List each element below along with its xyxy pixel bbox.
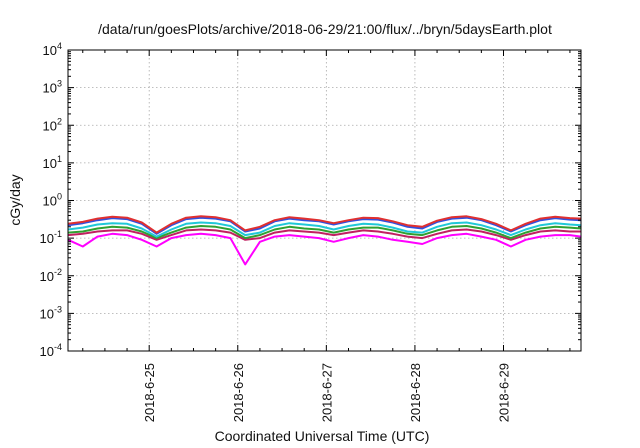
x-tick-label: 2018-6-28 xyxy=(408,363,423,422)
y-tick-base: 10 xyxy=(40,269,54,284)
y-tick-base: 10 xyxy=(40,306,54,321)
y-tick-base: 10 xyxy=(40,344,54,359)
x-axis: 2018-6-25 2018-6-26 2018-6-27 2018-6-28 2018… xyxy=(82,50,571,422)
y-tick-label: 102 xyxy=(43,116,62,133)
y-tick-base: 10 xyxy=(43,118,57,133)
series-line-1 xyxy=(67,215,582,234)
series-group xyxy=(67,215,582,266)
y-tick-exponent: -4 xyxy=(54,342,62,352)
y-tick-label: 10-4 xyxy=(40,342,62,359)
x-tick-label: 2018-6-29 xyxy=(496,363,511,422)
y-tick-exponent: -2 xyxy=(54,267,62,277)
y-tick-exponent: 2 xyxy=(57,116,62,126)
y-tick-label: 100 xyxy=(43,192,62,209)
chart-title: /data/run/goesPlots/archive/2018-06-29/2… xyxy=(98,21,552,37)
y-tick-exponent: 3 xyxy=(57,79,62,89)
y-tick-exponent: -1 xyxy=(54,229,62,239)
y-axis-label: cGy/day xyxy=(7,174,23,225)
y-tick-label: 10-3 xyxy=(40,304,62,321)
x-tick-label: 2018-6-25 xyxy=(142,363,157,422)
y-tick-base: 10 xyxy=(43,43,57,58)
y-tick-label: 101 xyxy=(43,154,62,171)
y-tick-label: 10-2 xyxy=(40,267,62,284)
y-tick-base: 10 xyxy=(40,231,54,246)
x-tick-label: 2018-6-26 xyxy=(231,363,246,422)
y-tick-label: 104 xyxy=(43,41,62,58)
y-tick-base: 10 xyxy=(43,156,57,171)
series-line-6 xyxy=(67,232,582,266)
y-tick-exponent: -3 xyxy=(54,304,62,314)
series-line-3 xyxy=(67,221,582,238)
series-line-5 xyxy=(67,228,581,241)
y-tick-label: 103 xyxy=(43,79,62,96)
y-tick-label: 10-1 xyxy=(40,229,62,246)
y-tick-base: 10 xyxy=(43,81,57,96)
series-line-4 xyxy=(67,225,582,240)
x-tick-label: 2018-6-27 xyxy=(319,363,334,422)
series-line-2 xyxy=(67,216,582,235)
y-tick-base: 10 xyxy=(43,194,57,209)
y-tick-exponent: 0 xyxy=(57,192,62,202)
y-tick-exponent: 4 xyxy=(57,41,62,51)
x-axis-label: Coordinated Universal Time (UTC) xyxy=(215,428,430,444)
y-tick-exponent: 1 xyxy=(57,154,62,164)
